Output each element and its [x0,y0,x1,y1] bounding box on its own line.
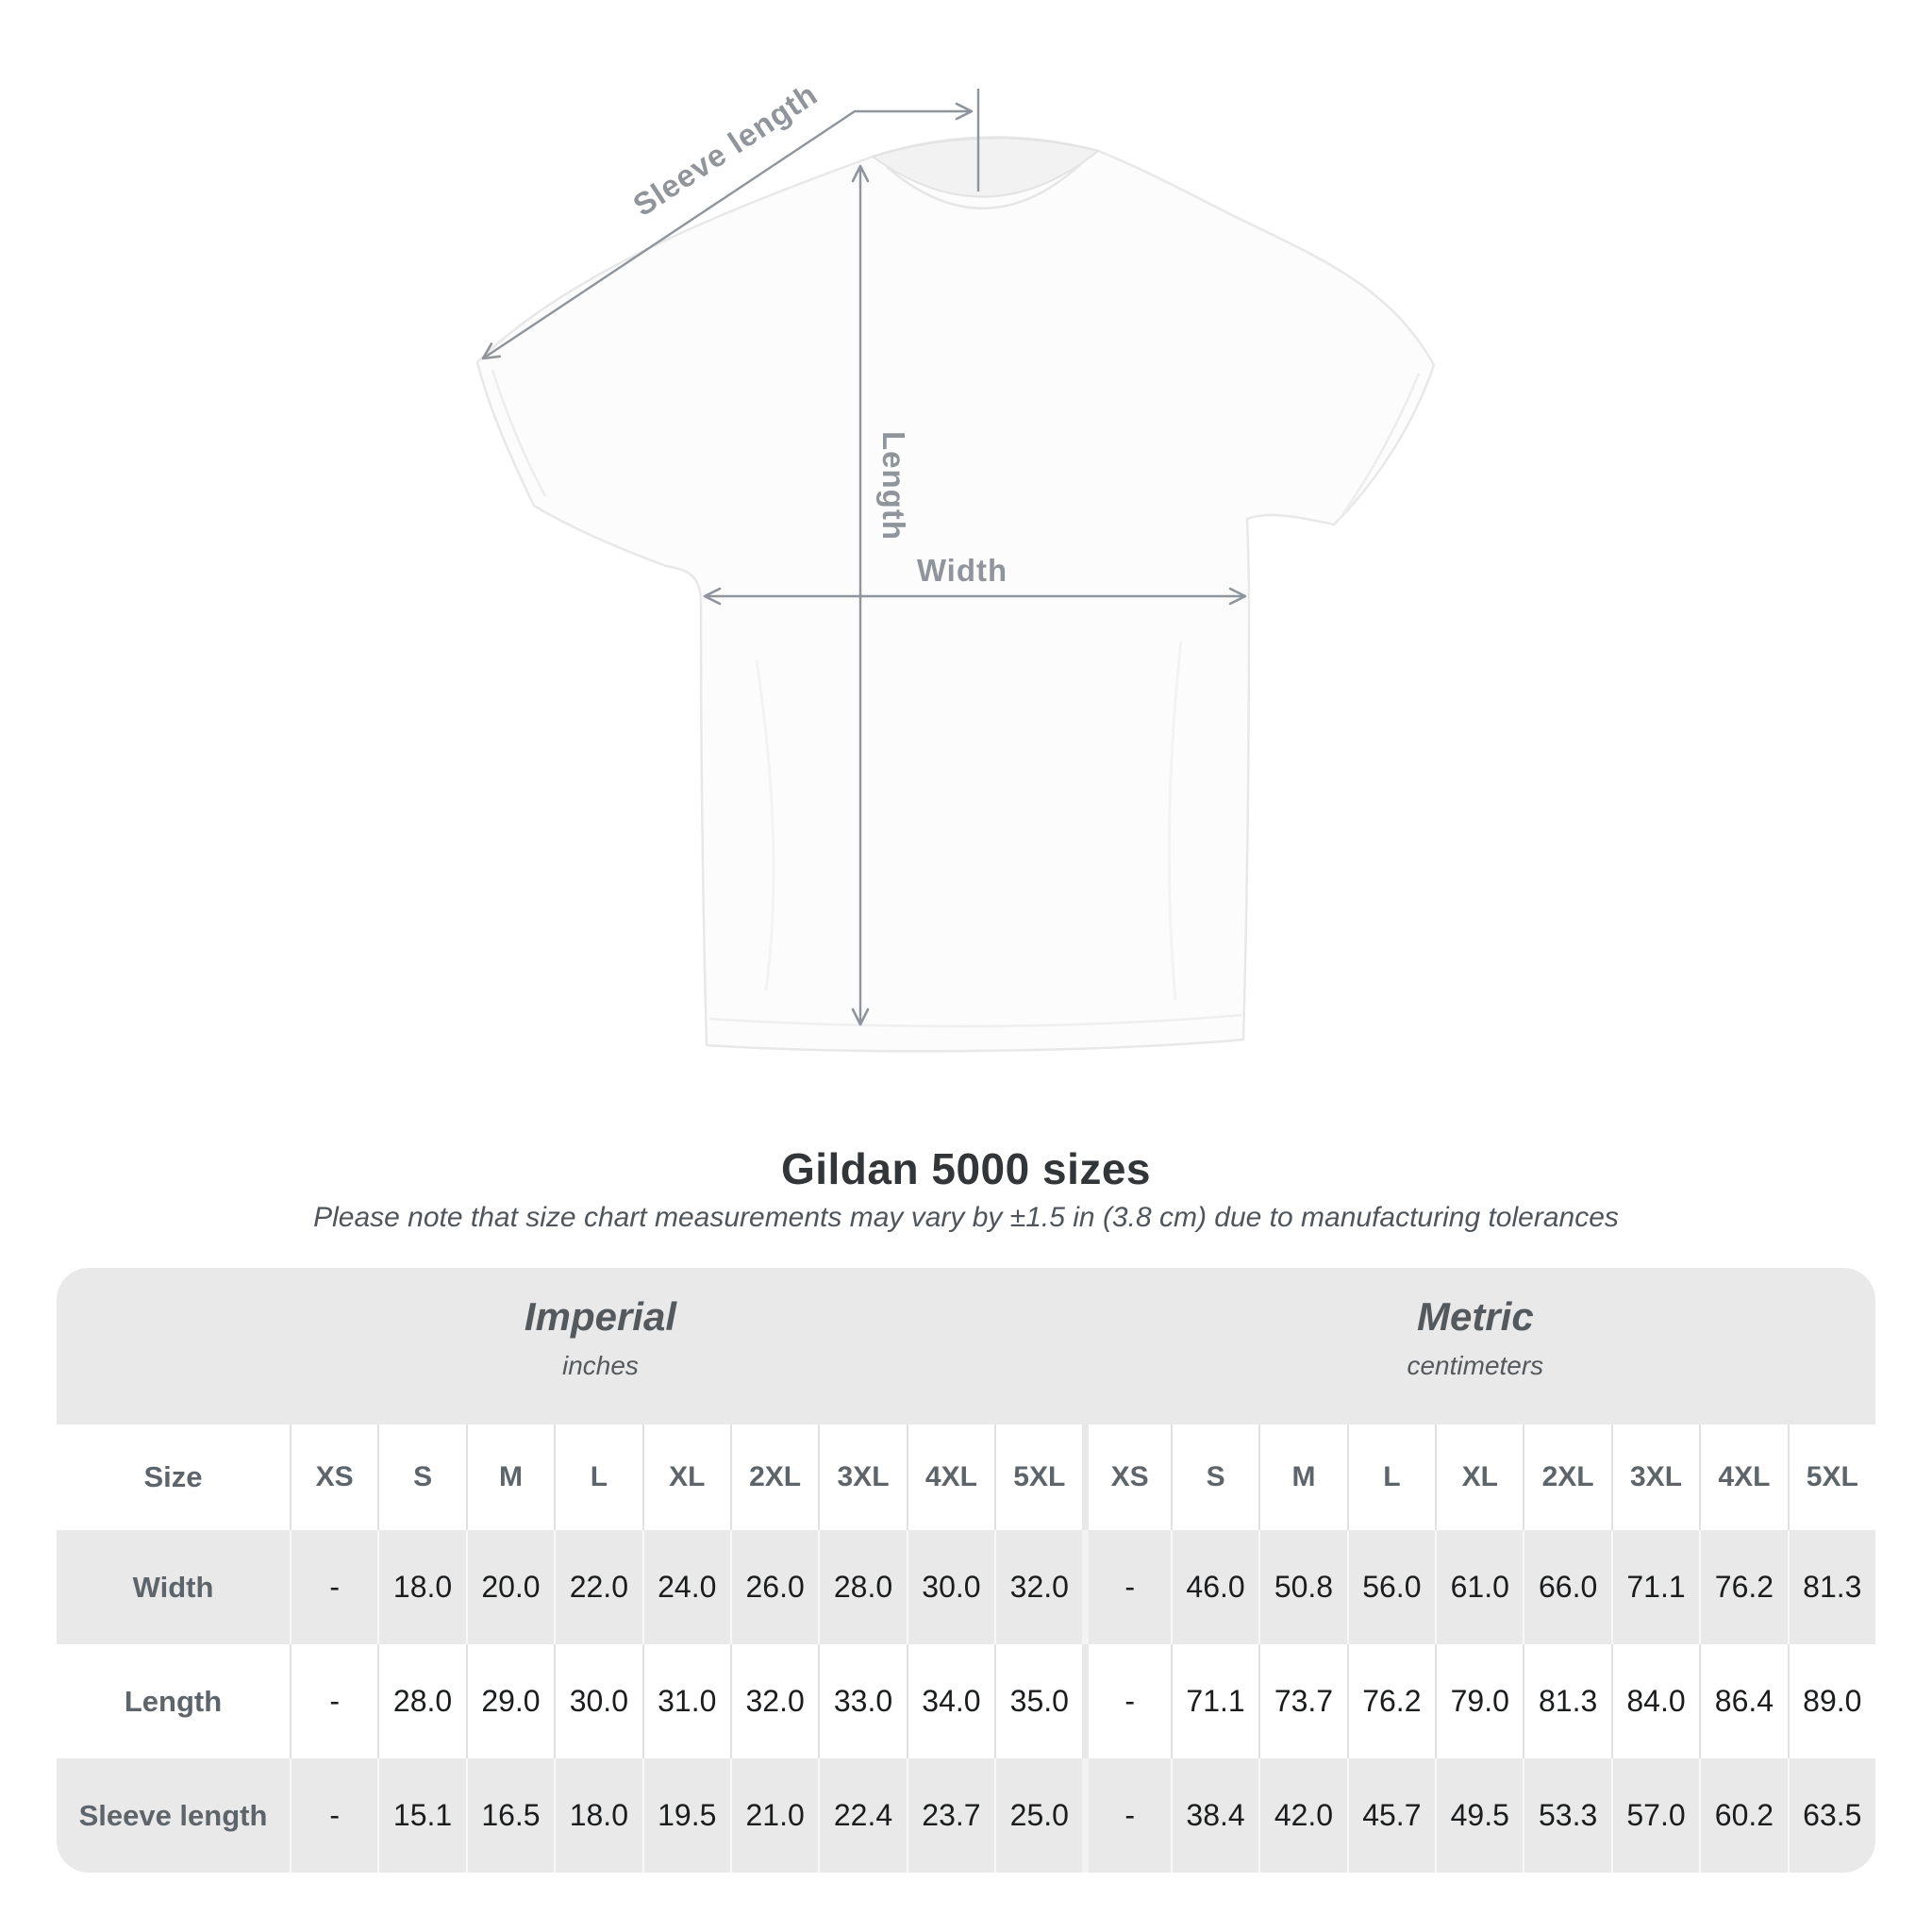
size-header-imperial-4xl: 4XL [906,1424,994,1530]
size-header-metric-m: M [1258,1424,1346,1530]
cell-width-metric-2xl: 66.0 [1523,1530,1610,1644]
size-header-imperial-s: S [377,1424,465,1530]
cell-length-imperial-4xl: 34.0 [906,1644,994,1758]
cell-width-imperial-3xl: 28.0 [818,1530,906,1644]
cell-sleeve-length-metric-s: 38.4 [1170,1758,1258,1873]
page-title: Gildan 5000 sizes [780,1144,1152,1193]
cell-length-imperial-xs: - [290,1644,377,1758]
cell-width-metric-5xl: 81.3 [1787,1530,1875,1644]
cell-length-imperial-m: 29.0 [465,1644,554,1758]
cell-width-imperial-m: 20.0 [465,1530,554,1644]
row-label-sleeve-length: Sleeve length [78,1798,268,1832]
length-label: Length [876,431,911,541]
cell-sleeve-length-metric-m: 42.0 [1258,1758,1346,1873]
size-header-imperial-xs: XS [290,1424,377,1530]
cell-length-metric-xl: 79.0 [1435,1644,1523,1758]
size-header-imperial-5xl: 5XL [994,1424,1082,1530]
tolerance-note: Please note that size chart measurements… [313,1202,1619,1233]
metric-section-header: Metric centimeters [1407,1268,1543,1381]
table-row-sleeve-length: Sleeve length -15.1 16.5 18.0 19.5 21.0 22.4 23… [57,1758,1875,1873]
cell-length-metric-2xl: 81.3 [1523,1644,1610,1758]
cell-length-metric-xs: - [1082,1644,1170,1758]
cell-sleeve-length-metric-4xl: 60.2 [1699,1758,1787,1873]
size-header-imperial-l: L [554,1424,641,1530]
cell-width-metric-xs: - [1082,1530,1170,1644]
size-header-imperial-xl: XL [641,1424,730,1530]
cell-length-metric-4xl: 86.4 [1699,1644,1787,1758]
cell-sleeve-length-imperial-xs: - [290,1758,377,1873]
cell-length-imperial-l: 30.0 [554,1644,641,1758]
measurement-annotations [481,89,1247,1026]
size-header-metric-l: L [1346,1424,1435,1530]
cell-width-imperial-xl: 24.0 [641,1530,730,1644]
cell-width-imperial-4xl: 30.0 [906,1530,994,1644]
cell-length-imperial-3xl: 33.0 [818,1644,906,1758]
size-header-metric-s: S [1170,1424,1258,1530]
cell-sleeve-length-imperial-s: 15.1 [377,1758,465,1873]
cell-sleeve-length-imperial-5xl: 25.0 [994,1758,1082,1873]
size-header-metric-xl: XL [1435,1424,1523,1530]
cell-length-imperial-2xl: 32.0 [729,1644,818,1758]
cell-length-metric-s: 71.1 [1170,1644,1258,1758]
imperial-section-header: Imperial inches [525,1268,676,1381]
imperial-section-title: Imperial [524,1294,677,1339]
row-label-width: Width [132,1570,214,1604]
cell-sleeve-length-metric-3xl: 57.0 [1610,1758,1699,1873]
cell-sleeve-length-imperial-3xl: 22.4 [818,1758,906,1873]
table-section-band: Imperial inches Metric centimeters [57,1268,1875,1424]
cell-sleeve-length-metric-5xl: 63.5 [1787,1758,1875,1873]
cell-width-metric-s: 46.0 [1170,1530,1258,1644]
cell-sleeve-length-metric-xs: - [1082,1758,1170,1873]
tshirt-measurement-diagram: Sleeve length Length Width [475,76,1436,1053]
cell-width-imperial-s: 18.0 [377,1530,465,1644]
cell-sleeve-length-imperial-l: 18.0 [554,1758,641,1873]
width-label: Width [917,553,1008,588]
tshirt-image: Sleeve length Length Width [475,76,1436,1053]
cell-length-metric-5xl: 89.0 [1787,1644,1875,1758]
table-header-row: Size XS S M L XL 2XL 3XL 4XL 5XL XS S M L XL 2XL 3XL 4XL… [57,1424,1875,1530]
size-header-metric-5xl: 5XL [1787,1424,1875,1530]
cell-width-metric-m: 50.8 [1258,1530,1346,1644]
imperial-section-unit: inches [561,1351,639,1380]
cell-sleeve-length-metric-2xl: 53.3 [1523,1758,1610,1873]
metric-section-title: Metric [1416,1294,1534,1339]
cell-width-metric-l: 56.0 [1346,1530,1435,1644]
cell-length-imperial-5xl: 35.0 [994,1644,1082,1758]
size-header-metric-2xl: 2XL [1523,1424,1610,1530]
cell-width-metric-3xl: 71.1 [1610,1530,1699,1644]
cell-sleeve-length-imperial-xl: 19.5 [641,1758,730,1873]
size-table: Imperial inches Metric centimeters Size … [57,1268,1875,1873]
cell-sleeve-length-metric-xl: 49.5 [1435,1758,1523,1873]
metric-section-unit: centimeters [1407,1351,1544,1380]
size-header-imperial-3xl: 3XL [818,1424,906,1530]
cell-length-metric-3xl: 84.0 [1610,1644,1699,1758]
row-label-length: Length [124,1684,223,1718]
sleeve-length-arrow [481,102,974,360]
cell-length-metric-m: 73.7 [1258,1644,1346,1758]
cell-width-imperial-5xl: 32.0 [994,1530,1082,1644]
cell-sleeve-length-imperial-4xl: 23.7 [906,1758,994,1873]
cell-width-imperial-xs: - [290,1530,377,1644]
cell-width-imperial-l: 22.0 [554,1530,641,1644]
cell-width-metric-xl: 61.0 [1435,1530,1523,1644]
size-header-metric-xs: XS [1082,1424,1170,1530]
size-header-metric-3xl: 3XL [1610,1424,1699,1530]
size-header-metric-4xl: 4XL [1699,1424,1787,1530]
table-row-width: Width -18.0 20.0 22.0 24.0 26.0 28.0 30.0 32.0-4… [57,1530,1875,1644]
cell-width-imperial-2xl: 26.0 [729,1530,818,1644]
cell-sleeve-length-imperial-2xl: 21.0 [729,1758,818,1873]
size-header-imperial-2xl: 2XL [729,1424,818,1530]
tshirt-silhouette [475,136,1436,1053]
size-column-header: Size [143,1460,203,1493]
cell-sleeve-length-imperial-m: 16.5 [465,1758,554,1873]
cell-width-metric-4xl: 76.2 [1699,1530,1787,1644]
cell-length-metric-l: 76.2 [1346,1644,1435,1758]
size-header-imperial-m: M [465,1424,554,1530]
cell-length-imperial-xl: 31.0 [641,1644,730,1758]
table-row-length: Length -28.0 29.0 30.0 31.0 32.0 33.0 34.0 35.0-… [57,1644,1875,1758]
cell-sleeve-length-metric-l: 45.7 [1346,1758,1435,1873]
table-body: Width -18.0 20.0 22.0 24.0 26.0 28.0 30.0 32.0-4… [57,1530,1875,1873]
cell-length-imperial-s: 28.0 [377,1644,465,1758]
